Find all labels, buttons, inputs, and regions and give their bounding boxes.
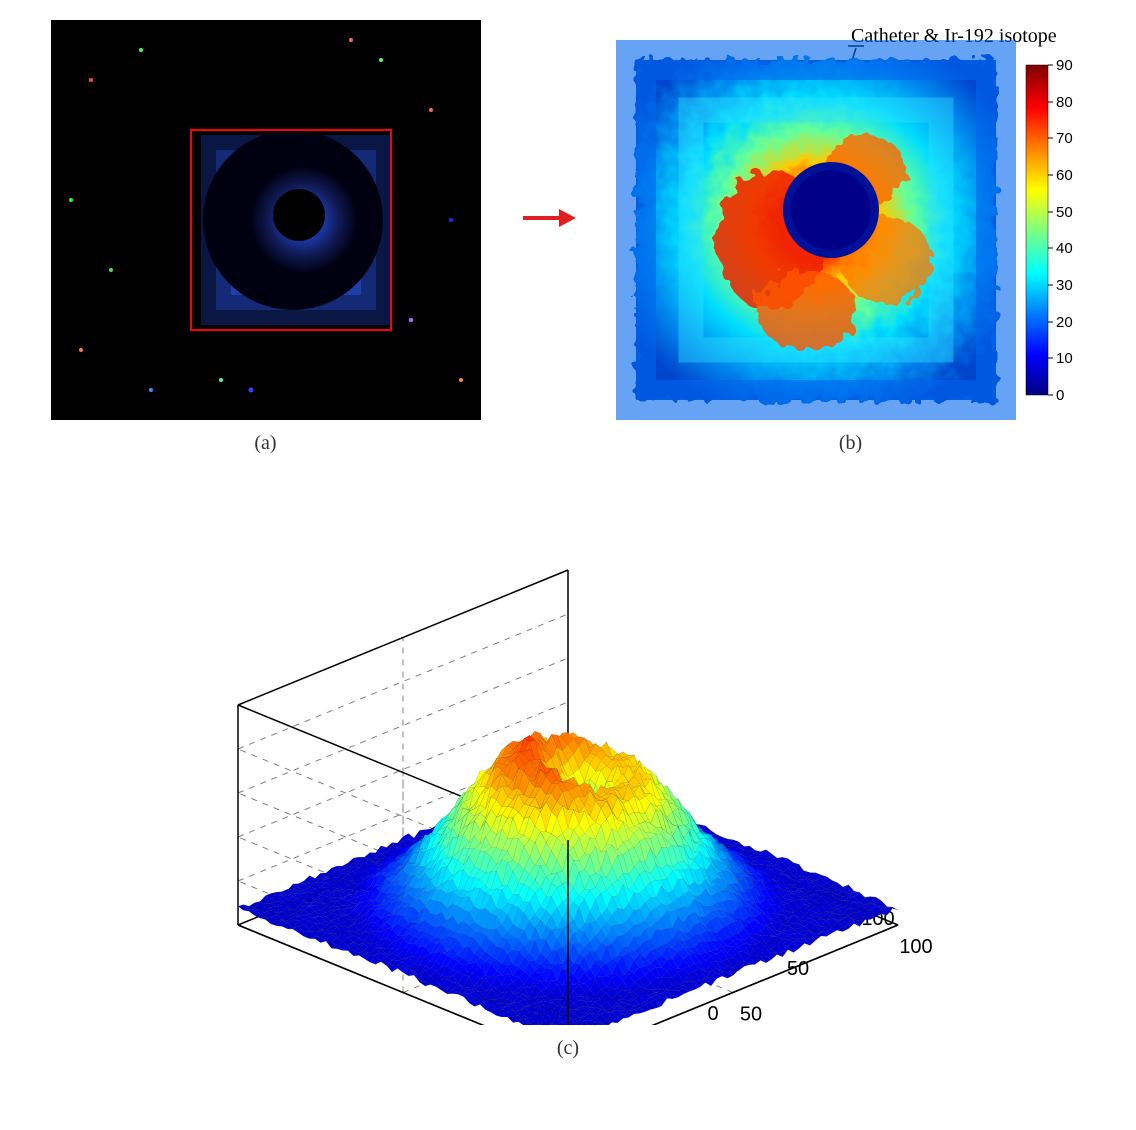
svg-text:100: 100: [899, 936, 932, 958]
top-row: (a) Catheter & Ir-192 isotope: [20, 20, 1116, 455]
svg-text:60: 60: [1056, 167, 1073, 184]
surface-c: 0204060801000501000050100050100: [158, 485, 978, 1025]
svg-text:40: 40: [1056, 240, 1073, 257]
colorbar-ticks: 0 10 20 30 40 50 60 70 80 90: [1048, 57, 1073, 404]
svg-text:0: 0: [1056, 387, 1064, 404]
svg-text:0: 0: [707, 1003, 718, 1025]
svg-text:80: 80: [1056, 94, 1073, 111]
panel-c: 0204060801000501000050100050100 (c): [158, 485, 978, 1060]
svg-text:70: 70: [1056, 130, 1073, 147]
label-c: (c): [557, 1037, 579, 1060]
svg-text:50: 50: [1056, 204, 1073, 221]
svg-text:10: 10: [1056, 350, 1073, 367]
svg-text:50: 50: [740, 1004, 762, 1026]
label-a: (a): [254, 432, 276, 455]
image-b: Catheter & Ir-192 isotope: [616, 20, 1086, 420]
arrow-container: [521, 203, 576, 233]
svg-text:90: 90: [1056, 57, 1073, 74]
arrow-icon: [521, 203, 576, 233]
panel-a: (a): [51, 20, 481, 455]
bottom-row: 0204060801000501000050100050100 (c): [20, 485, 1116, 1060]
label-b: (b): [839, 432, 862, 455]
svg-text:30: 30: [1056, 277, 1073, 294]
panel-b: Catheter & Ir-192 isotope: [616, 20, 1086, 455]
svg-text:20: 20: [1056, 314, 1073, 331]
image-a: [51, 20, 481, 420]
